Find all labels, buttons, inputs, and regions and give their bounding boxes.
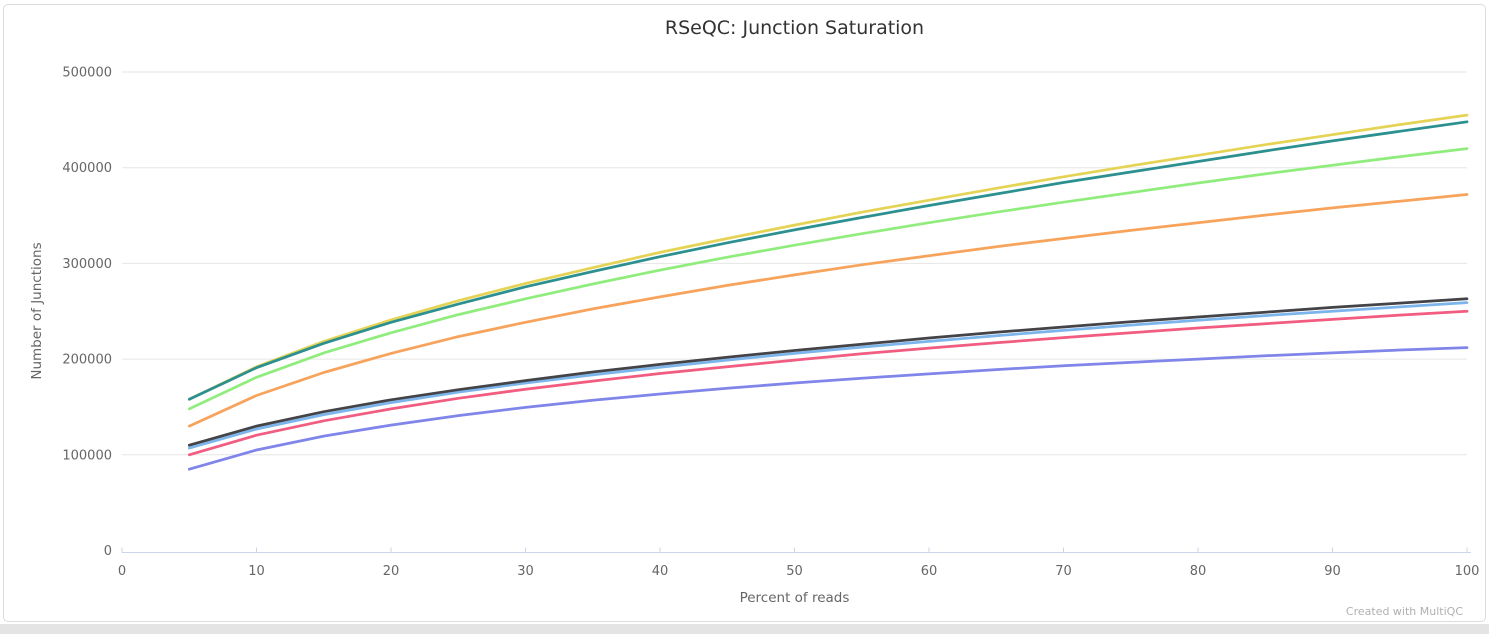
x-tick-label: 40: [652, 564, 669, 579]
series-line-series-3[interactable]: [187, 147, 1469, 411]
series-line-series-4[interactable]: [187, 193, 1469, 428]
y-tick-label: 200000: [62, 353, 112, 368]
series-line-series-7[interactable]: [187, 113, 1469, 401]
horizontal-scrollbar[interactable]: [0, 624, 1489, 634]
multiqc-watermark: Created with MultiQC: [1345, 605, 1463, 618]
x-tick-label: 80: [1190, 564, 1207, 579]
series-line-series-5[interactable]: [187, 346, 1469, 471]
y-tick-label: 100000: [62, 448, 112, 463]
x-tick-label: 90: [1324, 564, 1341, 579]
series-line-series-6[interactable]: [187, 309, 1469, 457]
chart-title: RSeQC: Junction Saturation: [664, 17, 925, 39]
series-line-series-2[interactable]: [187, 297, 1469, 447]
y-tick-label: 400000: [62, 161, 112, 176]
y-tick-label: 0: [104, 544, 112, 559]
x-tick-label: 70: [1055, 564, 1072, 579]
x-tick-label: 60: [921, 564, 938, 579]
x-axis-title: Percent of reads: [739, 590, 850, 606]
y-tick-label: 500000: [62, 66, 112, 81]
y-tick-label: 300000: [62, 257, 112, 272]
x-tick-label: 0: [118, 564, 126, 579]
x-tick-label: 100: [1455, 564, 1480, 579]
x-tick-label: 30: [517, 564, 534, 579]
x-tick-label: 50: [786, 564, 803, 579]
x-tick-label: 20: [383, 564, 400, 579]
y-axis-title: Number of Junctions: [29, 242, 45, 380]
series-line-series-1[interactable]: [187, 301, 1469, 450]
x-tick-label: 10: [248, 564, 265, 579]
series-line-series-8[interactable]: [187, 120, 1469, 401]
